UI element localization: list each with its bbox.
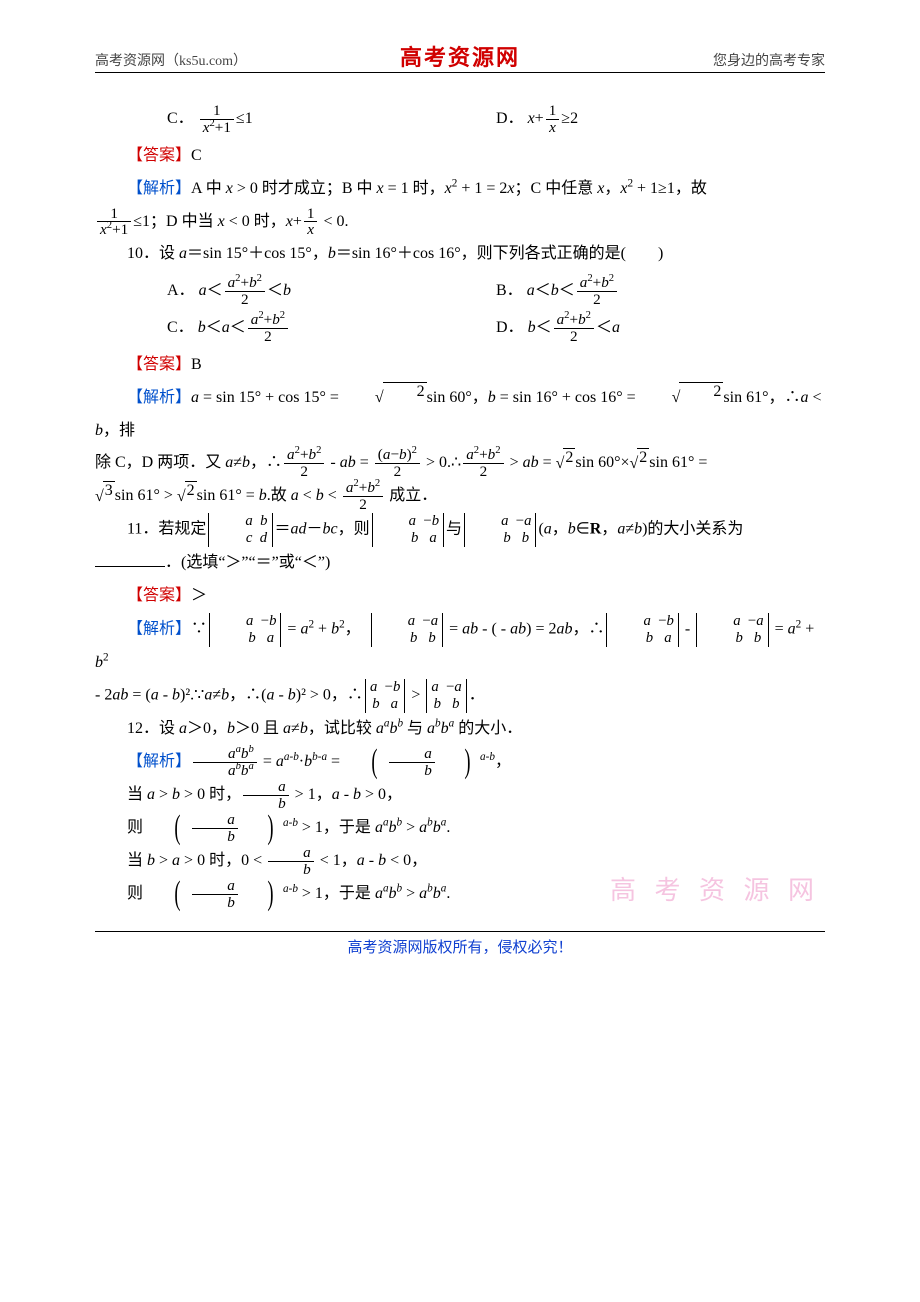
q10-options-ab: A． a＜a2+b22＜b B． a＜b＜a2+b22: [95, 275, 825, 308]
answer-11: 【答案】＞: [95, 580, 825, 613]
header-center-logo: 高考资源网: [95, 40, 825, 72]
explanation-10: 【解析】a = sin 15° + cos 15° = 2sin 60°，b =…: [95, 382, 825, 448]
explanation-12: 【解析】aabbabba = aa-b·bb-a = (ab)a-b，: [95, 746, 825, 779]
q10-option-c: C． b＜a＜a2+b22: [167, 312, 496, 345]
fill-blank[interactable]: [95, 550, 165, 567]
explanation-10-l3: 3sin 61° > 2sin 61° = b.故 a < b < a2+b22…: [95, 480, 825, 513]
option-c-label: C．: [167, 110, 194, 127]
question-12: 12．设 a＞0，b＞0 且 a≠b，试比较 aabb 与 abba 的大小．: [95, 713, 825, 746]
exp12-then1: 则 (ab)a-b > 1，于是 aabb > abba.: [95, 812, 825, 845]
page-header: 高考资源网（ks5u.com） 高考资源网 您身边的高考专家: [95, 50, 825, 73]
question-11-cont: ．(选填“＞”“＝”或“＜”): [95, 547, 825, 580]
exp12-case2: 当 b > a > 0 时，0 < ab < 1，a - b < 0，: [95, 845, 825, 878]
document-body: C． 1x2+1≤1 D． xx++1x≥2 【答案】C 【解析】A 中 x >…: [95, 103, 825, 911]
explanation-11: 【解析】∵a −bb a = a2 + b2， a −ab b = ab - (…: [95, 613, 825, 680]
q10-option-d: D． b＜a2+b22＜a: [496, 312, 825, 345]
page-footer: 高考资源网版权所有，侵权必究！: [95, 931, 825, 957]
question-10: 10．设 a＝sin 15°＋cos 15°，b＝sin 16°＋cos 16°…: [95, 238, 825, 271]
q10-option-b: B． a＜b＜a2+b22: [496, 275, 825, 308]
explanation-10-l2: 除 C，D 两项．又 a≠b，∴a2+b22 - ab = (a−b)22 > …: [95, 447, 825, 480]
answer-label: 【答案】: [127, 147, 191, 164]
option-d: D． xx++1x≥2: [496, 103, 825, 136]
explanation-11-l2: - 2ab = (a - b)².∵a≠b，∴(a - b)² > 0，∴a −…: [95, 679, 825, 713]
explanation-9: 【解析】A 中 x > 0 时才成立；B 中 x = 1 时，x2 + 1 = …: [95, 173, 825, 206]
option-d-label: D．: [496, 110, 524, 127]
q10-options-cd: C． b＜a＜a2+b22 D． b＜a2+b22＜a: [95, 312, 825, 345]
exp12-then2: 则 (ab)a-b > 1，于是 aabb > abba.: [95, 878, 825, 911]
option-c: C． 1x2+1≤1: [167, 103, 496, 136]
explanation-label: 【解析】: [127, 180, 191, 197]
option-row-cd: C． 1x2+1≤1 D． xx++1x≥2: [95, 103, 825, 136]
q10-option-a: A． a＜a2+b22＜b: [167, 275, 496, 308]
answer-10: 【答案】B: [95, 349, 825, 382]
exp12-case1: 当 a > b > 0 时，ab > 1，a - b > 0，: [95, 779, 825, 812]
question-11: 11．若规定a bc d＝ad－bc，则a −bb a与a −ab b(a，b∈…: [95, 513, 825, 547]
answer-9: 【答案】C: [95, 140, 825, 173]
explanation-9-cont: 1x2+1≤1；D 中当 x < 0 时，x+1x < 0.: [95, 206, 825, 239]
